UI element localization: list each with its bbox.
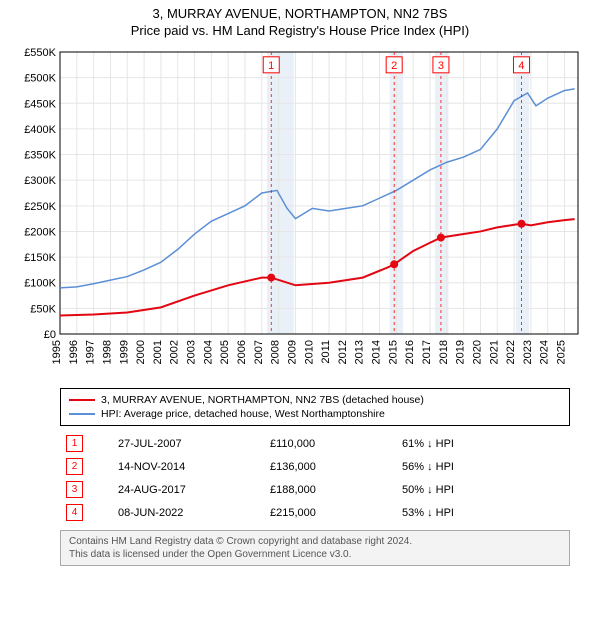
legend-item-price: 3, MURRAY AVENUE, NORTHAMPTON, NN2 7BS (… — [69, 393, 561, 407]
svg-text:£400K: £400K — [24, 124, 56, 136]
table-row: 4 08-JUN-2022£215,00053% ↓ HPI — [60, 501, 570, 524]
svg-text:2011: 2011 — [320, 340, 332, 364]
sales-table: 1 27-JUL-2007£110,00061% ↓ HPI 2 14-NOV-201… — [60, 432, 570, 524]
sale-price: £215,000 — [264, 501, 396, 524]
svg-text:2008: 2008 — [270, 340, 282, 364]
svg-text:2020: 2020 — [471, 340, 483, 364]
sale-vs-hpi: 50% ↓ HPI — [396, 478, 570, 501]
footer-line-2: This data is licensed under the Open Gov… — [69, 548, 561, 561]
sale-vs-hpi: 56% ↓ HPI — [396, 455, 570, 478]
legend-item-hpi: HPI: Average price, detached house, West… — [69, 407, 561, 421]
legend-swatch-hpi — [69, 413, 95, 415]
svg-text:2010: 2010 — [303, 340, 315, 364]
svg-text:£500K: £500K — [24, 73, 56, 85]
sale-marker-badge: 2 — [66, 458, 83, 475]
svg-text:2002: 2002 — [169, 340, 181, 364]
sale-vs-hpi: 61% ↓ HPI — [396, 432, 570, 455]
svg-text:2013: 2013 — [354, 340, 366, 364]
svg-text:2005: 2005 — [219, 340, 231, 364]
sale-date: 27-JUL-2007 — [112, 432, 264, 455]
svg-text:2012: 2012 — [337, 340, 349, 364]
svg-text:2022: 2022 — [505, 340, 517, 364]
sale-vs-hpi: 53% ↓ HPI — [396, 501, 570, 524]
chart-area: £0 £50K £100K £150K £200K £250K £300K £350K £400… — [12, 44, 588, 382]
sale-marker-badge: 4 — [66, 504, 83, 521]
sale-date: 24-AUG-2017 — [112, 478, 264, 501]
svg-text:2006: 2006 — [236, 340, 248, 364]
svg-text:2004: 2004 — [202, 340, 214, 364]
svg-text:2025: 2025 — [556, 340, 568, 364]
legend-swatch-price — [69, 399, 95, 401]
svg-text:4: 4 — [518, 60, 524, 72]
sale-marker-badge: 3 — [66, 481, 83, 498]
svg-text:1997: 1997 — [85, 340, 97, 364]
table-row: 3 24-AUG-2017£188,00050% ↓ HPI — [60, 478, 570, 501]
svg-text:2019: 2019 — [455, 340, 467, 364]
svg-text:£300K: £300K — [24, 175, 56, 187]
svg-text:£250K: £250K — [24, 201, 56, 213]
svg-text:1: 1 — [268, 60, 274, 72]
sale-price: £136,000 — [264, 455, 396, 478]
line-chart-svg: £0 £50K £100K £150K £200K £250K £300K £350K £400… — [12, 44, 588, 382]
sale-marker-badge: 1 — [66, 435, 83, 452]
svg-text:1995: 1995 — [51, 340, 63, 364]
svg-text:2021: 2021 — [488, 340, 500, 364]
table-row: 2 14-NOV-2014£136,00056% ↓ HPI — [60, 455, 570, 478]
svg-text:1996: 1996 — [68, 340, 80, 364]
svg-text:2003: 2003 — [186, 340, 198, 364]
svg-text:£350K: £350K — [24, 150, 56, 162]
svg-text:2: 2 — [391, 60, 397, 72]
svg-text:2009: 2009 — [286, 340, 298, 364]
sale-price: £188,000 — [264, 478, 396, 501]
chart-title-line2: Price paid vs. HM Land Registry's House … — [0, 23, 600, 38]
sale-date: 14-NOV-2014 — [112, 455, 264, 478]
svg-text:£450K: £450K — [24, 98, 56, 110]
svg-text:2015: 2015 — [387, 340, 399, 364]
svg-text:£550K: £550K — [24, 47, 56, 59]
svg-text:2024: 2024 — [539, 340, 551, 364]
legend-label-price: 3, MURRAY AVENUE, NORTHAMPTON, NN2 7BS (… — [101, 394, 424, 406]
svg-text:2016: 2016 — [404, 340, 416, 364]
svg-text:2007: 2007 — [253, 340, 265, 364]
chart-title-line1: 3, MURRAY AVENUE, NORTHAMPTON, NN2 7BS — [0, 6, 600, 21]
svg-text:2023: 2023 — [522, 340, 534, 364]
svg-text:1998: 1998 — [101, 340, 113, 364]
svg-text:£150K: £150K — [24, 252, 56, 264]
table-row: 1 27-JUL-2007£110,00061% ↓ HPI — [60, 432, 570, 455]
svg-text:3: 3 — [438, 60, 444, 72]
footer-line-1: Contains HM Land Registry data © Crown c… — [69, 535, 561, 548]
svg-text:2017: 2017 — [421, 340, 433, 364]
svg-text:£100K: £100K — [24, 278, 56, 290]
attribution-footer: Contains HM Land Registry data © Crown c… — [60, 530, 570, 566]
svg-text:£0: £0 — [44, 329, 56, 341]
svg-text:£200K: £200K — [24, 226, 56, 238]
legend-label-hpi: HPI: Average price, detached house, West… — [101, 408, 385, 420]
sale-price: £110,000 — [264, 432, 396, 455]
legend: 3, MURRAY AVENUE, NORTHAMPTON, NN2 7BS (… — [60, 388, 570, 426]
svg-text:2000: 2000 — [135, 340, 147, 364]
svg-text:£50K: £50K — [30, 303, 56, 315]
sale-date: 08-JUN-2022 — [112, 501, 264, 524]
svg-text:2001: 2001 — [152, 340, 164, 364]
svg-text:2014: 2014 — [371, 340, 383, 364]
svg-text:1999: 1999 — [118, 340, 130, 364]
svg-text:2018: 2018 — [438, 340, 450, 364]
